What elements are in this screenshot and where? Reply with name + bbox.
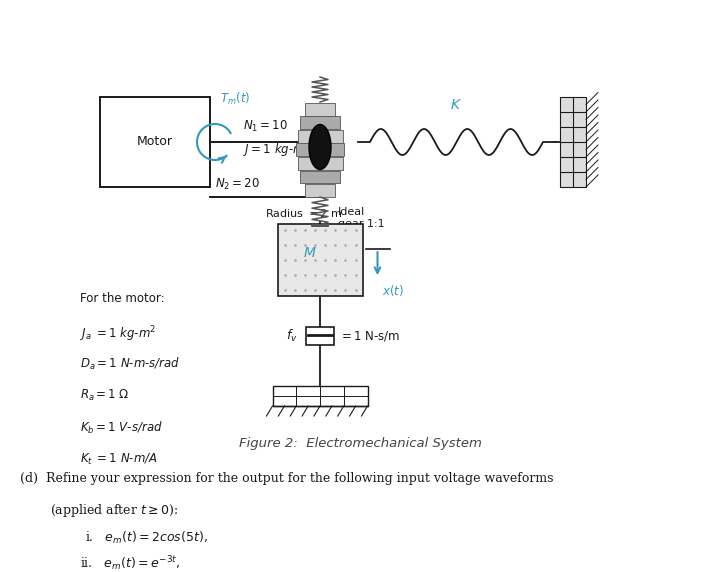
- Bar: [100, 97, 210, 187]
- Text: ii.   $e_m(t) = e^{-3t},$: ii. $e_m(t) = e^{-3t},$: [80, 554, 180, 572]
- Text: $N_1 = 10$: $N_1 = 10$: [243, 119, 288, 134]
- Bar: [296, 144, 344, 156]
- Text: Radius $= 2$ m: Radius $= 2$ m: [265, 207, 342, 219]
- Text: $K_b = 1$ V-s/rad: $K_b = 1$ V-s/rad: [80, 420, 163, 436]
- Bar: [272, 386, 367, 406]
- Bar: [300, 170, 340, 184]
- Text: $N_2 = 20$: $N_2 = 20$: [215, 177, 260, 192]
- Text: $J = 1$ kg-m$^2$: $J = 1$ kg-m$^2$: [243, 140, 310, 160]
- Text: i.   $e_m(t) = 2cos(5t),$: i. $e_m(t) = 2cos(5t),$: [85, 530, 208, 546]
- Text: (d)  Refine your expression for the output for the following input voltage wavef: (d) Refine your expression for the outpu…: [20, 472, 554, 485]
- Bar: [297, 130, 343, 143]
- Text: $= 1$ N-s/m: $= 1$ N-s/m: [339, 329, 400, 343]
- Ellipse shape: [309, 125, 331, 169]
- Text: $J_a\;= 1$ kg-m$^2$: $J_a\;= 1$ kg-m$^2$: [80, 324, 156, 344]
- Bar: [277, 224, 362, 296]
- Bar: [297, 157, 343, 170]
- Text: $R_a = 1\;\Omega$: $R_a = 1\;\Omega$: [80, 388, 130, 403]
- Text: Ideal
gear 1:1: Ideal gear 1:1: [338, 207, 384, 229]
- Bar: [306, 327, 334, 345]
- Text: $M$: $M$: [303, 246, 317, 260]
- Bar: [305, 103, 335, 116]
- Bar: [305, 184, 335, 197]
- Text: $K_t\;= 1$ N-m/A: $K_t\;= 1$ N-m/A: [80, 452, 158, 467]
- Text: Motor: Motor: [137, 136, 173, 149]
- Text: $T_m(t)$: $T_m(t)$: [220, 91, 251, 107]
- Text: Figure 2:  Electromechanical System: Figure 2: Electromechanical System: [238, 437, 482, 450]
- Text: $K$: $K$: [451, 98, 462, 112]
- Text: $f_v$: $f_v$: [287, 328, 298, 344]
- Text: $D_a = 1$ N-m-s/rad: $D_a = 1$ N-m-s/rad: [80, 356, 181, 372]
- Bar: [300, 116, 340, 129]
- Text: For the motor:: For the motor:: [80, 292, 165, 305]
- Text: (applied after $t \geq 0$):: (applied after $t \geq 0$):: [50, 502, 178, 519]
- Bar: [560, 97, 586, 187]
- Text: $x(t)$: $x(t)$: [382, 283, 405, 298]
